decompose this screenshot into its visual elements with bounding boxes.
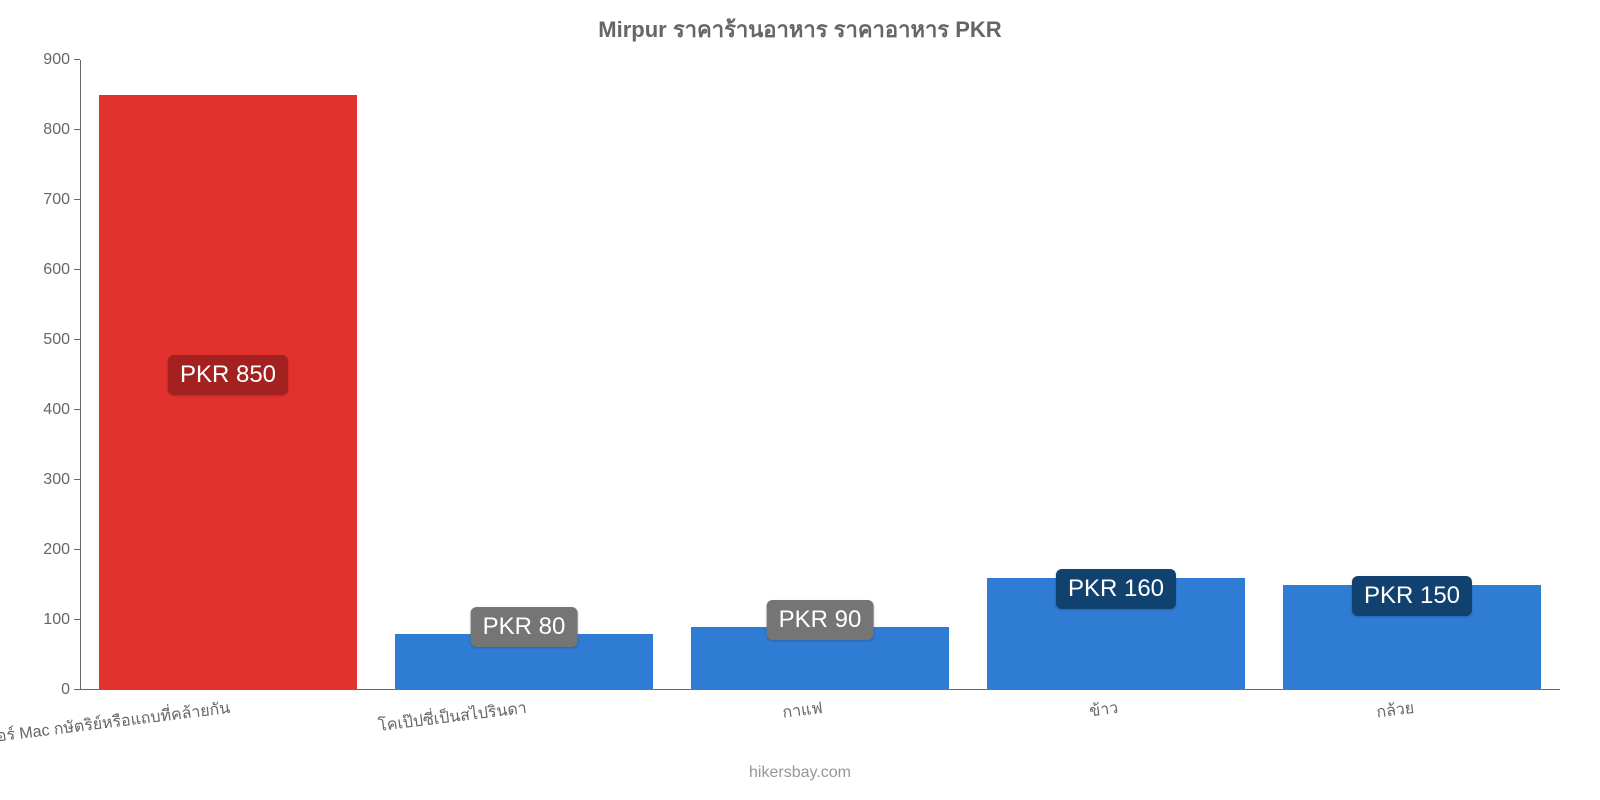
y-tick-mark (74, 199, 80, 200)
y-tick-label: 900 (43, 51, 80, 69)
value-badge: PKR 850 (168, 355, 288, 395)
bar-slot: PKR 850เบอร์เกอร์ Mac กษัตริย์หรือแถบที่… (80, 60, 376, 690)
y-tick-label: 700 (43, 191, 80, 209)
y-tick-label: 600 (43, 261, 80, 279)
y-tick-label: 100 (43, 611, 80, 629)
value-badge: PKR 80 (471, 607, 578, 647)
y-tick-mark (74, 619, 80, 620)
value-badge: PKR 160 (1056, 569, 1176, 609)
bar-slot: PKR 90กาแฟ (672, 60, 968, 690)
y-tick-mark (74, 59, 80, 60)
attribution-text: hikersbay.com (749, 764, 851, 782)
x-category-label: กล้วย (1374, 690, 1415, 725)
y-tick-label: 400 (43, 401, 80, 419)
x-category-label: กาแฟ (780, 690, 824, 726)
bar-slot: PKR 80โคเป๊ปซี่เป็นสไปรินดา (376, 60, 672, 690)
value-badge: PKR 150 (1352, 576, 1472, 616)
y-tick-mark (74, 269, 80, 270)
y-tick-label: 800 (43, 121, 80, 139)
y-tick-label: 0 (61, 681, 80, 699)
bars-area: PKR 850เบอร์เกอร์ Mac กษัตริย์หรือแถบที่… (80, 60, 1560, 690)
value-badge: PKR 90 (767, 600, 874, 640)
y-tick-label: 500 (43, 331, 80, 349)
y-tick-mark (74, 549, 80, 550)
bar-slot: PKR 150กล้วย (1264, 60, 1560, 690)
x-category-label: ข้าว (1087, 690, 1119, 724)
x-category-label: โคเป๊ปซี่เป็นสไปรินดา (376, 690, 528, 739)
y-tick-label: 300 (43, 471, 80, 489)
y-tick-mark (74, 689, 80, 690)
chart-container: Mirpur ราคาร้านอาหาร ราคาอาหาร PKR PKR 8… (0, 0, 1600, 800)
bar-slot: PKR 160ข้าว (968, 60, 1264, 690)
x-category-label: เบอร์เกอร์ Mac กษัตริย์หรือแถบที่คล้ายกั… (0, 690, 232, 755)
y-tick-label: 200 (43, 541, 80, 559)
y-tick-mark (74, 409, 80, 410)
y-tick-mark (74, 129, 80, 130)
y-tick-mark (74, 339, 80, 340)
plot-area: PKR 850เบอร์เกอร์ Mac กษัตริย์หรือแถบที่… (80, 60, 1560, 690)
chart-title: Mirpur ราคาร้านอาหาร ราคาอาหาร PKR (0, 12, 1600, 47)
y-tick-mark (74, 479, 80, 480)
